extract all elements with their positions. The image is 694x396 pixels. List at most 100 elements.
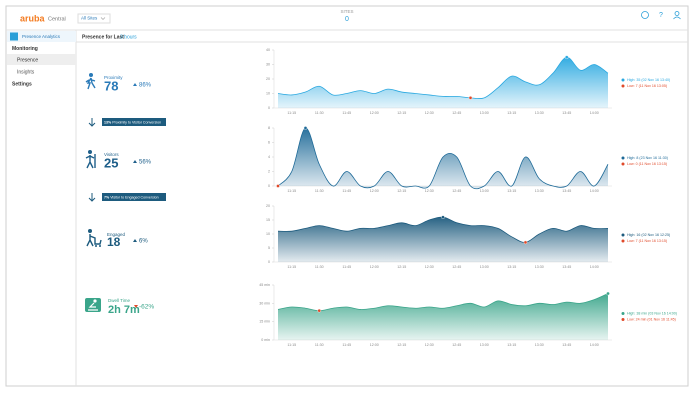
x-tick-label: 11:45 — [342, 189, 351, 193]
high-point — [303, 126, 308, 130]
x-tick-label: 13:30 — [535, 343, 544, 347]
area — [278, 127, 608, 189]
metric-value: 78 — [104, 78, 118, 93]
x-tick-label: 13:15 — [507, 343, 516, 347]
nav-section[interactable]: Settings — [12, 81, 32, 87]
y-tick-label: 40 — [266, 48, 270, 52]
high-point — [564, 55, 569, 60]
x-tick-label: 11:45 — [342, 343, 351, 347]
metric-change: 56% — [139, 160, 152, 166]
x-tick-label: 13:30 — [535, 111, 544, 115]
site-filter[interactable] — [77, 13, 111, 24]
metric-label: Engaged — [107, 232, 126, 237]
legend-high-dot — [621, 78, 625, 82]
x-tick-label: 12:00 — [370, 189, 379, 193]
up-arrow — [133, 83, 137, 86]
x-tick-label: 12:30 — [425, 343, 434, 347]
x-tick-label: 13:15 — [507, 189, 516, 193]
nav-selected — [7, 54, 76, 65]
x-tick-label: 12:15 — [397, 111, 406, 115]
high-point — [606, 291, 610, 296]
x-tick-label: 11:15 — [287, 343, 296, 347]
x-tick-label: 13:30 — [535, 265, 544, 269]
conversion-label: Proximity to Visitor Conversion — [112, 120, 161, 124]
dwell-icon — [85, 298, 101, 312]
x-tick-label: 13:00 — [480, 265, 489, 269]
x-tick-label: 12:30 — [425, 111, 434, 115]
x-tick-label: 13:15 — [507, 111, 516, 115]
low-point — [276, 184, 280, 188]
product-name: Central — [48, 16, 66, 22]
legend-low: Low: 7 (11 Nov 16 13:05) — [627, 84, 667, 88]
area — [278, 293, 608, 340]
x-tick-label: 11:15 — [287, 189, 296, 193]
y-tick-label: 0 — [268, 184, 270, 188]
metric-label: Dwell Time — [108, 298, 131, 303]
x-tick-label: 12:45 — [452, 265, 461, 269]
alert-icon[interactable] — [641, 11, 649, 19]
conversion-badge — [102, 193, 166, 201]
user-icon[interactable] — [674, 11, 680, 16]
y-tick-label: 20 — [266, 204, 270, 208]
x-tick-label: 12:45 — [452, 343, 461, 347]
legend-high-dot — [621, 312, 625, 315]
logo[interactable]: aruba — [20, 13, 46, 23]
legend-high: High: 38 min (03 Nov 16 14:00) — [627, 311, 677, 315]
area — [278, 217, 608, 262]
legend-low: Low: 7 (11 Nov 16 13:15) — [627, 239, 667, 243]
conversion-badge — [102, 118, 166, 126]
low-point — [523, 240, 528, 245]
x-tick-label: 13:00 — [480, 189, 489, 193]
chevron — [100, 17, 106, 20]
y-tick-label: 10 — [266, 91, 270, 95]
proximity-icon — [85, 73, 96, 90]
y-tick-label: 20 — [266, 77, 270, 81]
low-point — [468, 96, 473, 100]
y-tick-label: 10 — [266, 232, 270, 236]
x-tick-label: 12:45 — [452, 111, 461, 115]
y-tick-label: 6 — [268, 140, 270, 144]
nav-item[interactable]: Presence — [17, 57, 38, 63]
x-tick-label: 11:15 — [287, 265, 296, 269]
up-arrow — [133, 239, 137, 242]
visitors-icon — [85, 150, 96, 169]
x-tick-label: 13:45 — [562, 265, 571, 269]
period-label: Presence for Last: — [82, 34, 126, 40]
period-value[interactable]: 3 hours — [120, 34, 137, 40]
legend-low-dot — [621, 162, 625, 166]
x-tick-label: 14:00 — [590, 111, 599, 115]
conversion-text: 13% Proximity to Visitor Conversion — [104, 120, 161, 124]
legend-high: High: 8 (23 Nov 16 11:30) — [627, 156, 668, 160]
legend-low: Low: 24 min (01 Nov 16 11:45) — [627, 317, 676, 321]
down-arrow — [134, 305, 138, 308]
y-tick-label: 0 — [268, 106, 270, 110]
sites-count[interactable]: 0 — [345, 16, 349, 23]
x-tick-label: 11:45 — [342, 265, 351, 269]
legend-high-dot — [621, 233, 625, 237]
x-tick-label: 13:30 — [535, 189, 544, 193]
help-icon[interactable]: ? — [659, 12, 663, 19]
conversion-rate: 7% — [104, 195, 110, 199]
y-tick-label: 30 min — [259, 301, 270, 305]
sidebar-menu-icon[interactable] — [10, 32, 18, 41]
y-tick-label: 0 — [268, 260, 270, 264]
sites-label: SITES — [340, 9, 353, 14]
y-tick-label: 45 min — [259, 283, 270, 287]
x-tick-label: 13:45 — [562, 189, 571, 193]
legend-low: Low: 0 (11 Nov 16 13:15) — [627, 162, 667, 166]
x-tick-label: 12:00 — [370, 265, 379, 269]
metric-change: 86% — [139, 83, 152, 89]
y-tick-label: 30 — [266, 62, 270, 66]
engaged-icon — [86, 229, 102, 247]
area-line — [277, 127, 609, 190]
nav-section[interactable]: Monitoring — [12, 46, 38, 52]
nav-item[interactable]: Insights — [17, 69, 35, 75]
legend-high: High: 35 (02 Nov 16 13:40) — [627, 78, 670, 82]
x-tick-label: 13:00 — [480, 111, 489, 115]
metric-value: 18 — [107, 235, 121, 249]
area — [278, 57, 608, 108]
down-arrow — [88, 118, 96, 127]
x-tick-label: 13:15 — [507, 265, 516, 269]
metric-value: 2h 7m — [108, 304, 140, 316]
area-line — [277, 293, 609, 312]
